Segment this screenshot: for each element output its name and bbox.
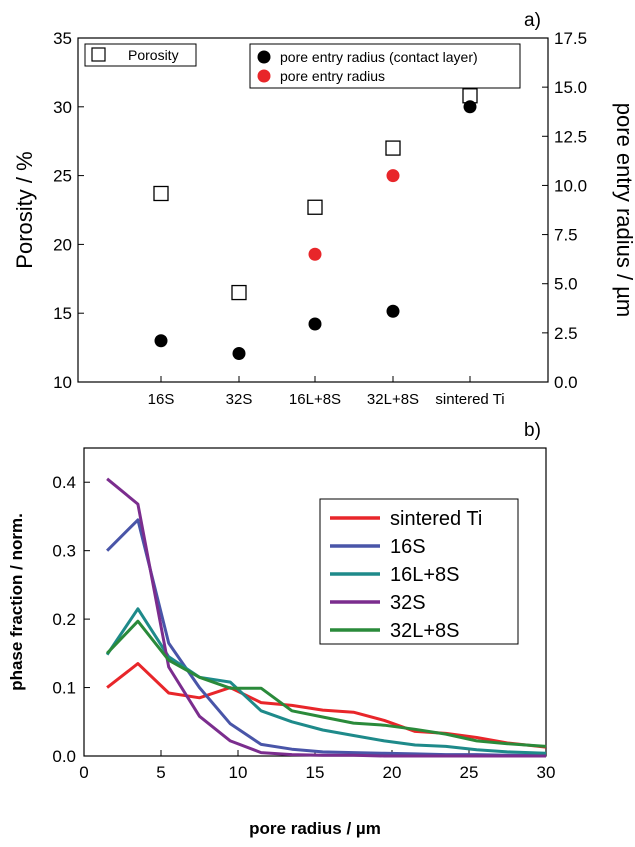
- panel-a-y2-tick-label: 15.0: [554, 78, 587, 97]
- panel-a-chart: 10 15 20 25 30 35 0.0 2.5 5.0 7.5 10.0 12.5 15.0 17.5…: [12, 10, 635, 408]
- legend-label-3: 32S: [390, 592, 426, 614]
- panel-b-x-tick-label: 15: [306, 763, 325, 782]
- panel-b-lines: [105, 477, 547, 758]
- panel-a-y-tick-label: 20: [53, 235, 72, 254]
- panel-a-y2-axis-label: pore entry radius / µm: [612, 103, 635, 317]
- panel-b-chart: 0.0 0.1 0.2 0.3 0.4 0 5 10 15 20 25 30 sintered Ti 1…: [7, 420, 555, 838]
- panel-b-y-tick-label: 0.0: [52, 747, 76, 766]
- panel-a-y-tick-label: 35: [53, 29, 72, 48]
- legend-contact-layer-label: pore entry radius (contact layer): [280, 49, 478, 65]
- panel-a-y-tick-label: 10: [53, 373, 72, 392]
- porosity-point: [153, 185, 169, 202]
- porosity-point: [385, 140, 401, 156]
- panel-a-y2-tick-label: 17.5: [554, 29, 587, 48]
- panel-a-y-tick-label: 30: [53, 98, 72, 117]
- panel-a-y2-tick-label: 12.5: [554, 127, 587, 146]
- panel-a-x-tick-label: 16S: [148, 391, 175, 408]
- panel-a-y2-tick-label: 5.0: [554, 275, 578, 294]
- panel-a-legends: Porosity pore entry radius (contact layer…: [84, 43, 521, 89]
- line-32s: [106, 477, 546, 758]
- panel-b-x-tick-label: 25: [460, 763, 479, 782]
- panel-b-legend-box: [319, 498, 519, 645]
- legend-label-0: sintered Ti: [390, 508, 482, 530]
- porosity-point: [307, 199, 323, 215]
- panel-a-x-tick-label: sintered Ti: [435, 391, 504, 408]
- line-16l-8s: [105, 607, 547, 755]
- panel-a-y2-tick-label: 0.0: [554, 373, 578, 392]
- contact-layer-radius-point: [232, 346, 246, 360]
- legend-label-4: 32L+8S: [390, 620, 460, 642]
- panel-b-y-tick-label: 0.1: [52, 679, 76, 698]
- panel-a-y-axis-label: Porosity / %: [12, 151, 37, 268]
- panel-b-x-tick-label: 20: [383, 763, 402, 782]
- panel-b-axes: 0.0 0.1 0.2 0.3 0.4 0 5 10 15 20 25 30: [52, 473, 555, 782]
- panel-b-x-axis-label: pore radius / µm: [249, 819, 381, 838]
- legend-porosity-box: [84, 43, 197, 67]
- pore-entry-radius-point: [308, 247, 322, 261]
- legend-porosity-marker: [91, 47, 106, 62]
- line-32l-8s: [106, 619, 547, 748]
- legend-pore-entry-label: pore entry radius: [280, 68, 385, 84]
- porosity-point: [231, 284, 247, 301]
- panel-b-y-axis-label: phase fraction / norm.: [7, 513, 26, 691]
- panel-b-y-tick-label: 0.3: [52, 542, 76, 561]
- panel-a-x-tick-label: 32S: [226, 391, 253, 408]
- panel-a-label: a): [524, 10, 541, 31]
- panel-a-y2-tick-label: 2.5: [554, 324, 578, 343]
- contact-layer-radius-point: [463, 100, 477, 114]
- contact-layer-radius-point: [308, 317, 322, 331]
- legend-label-2: 16L+8S: [390, 564, 460, 586]
- panel-a-y2-tick-label: 10.0: [554, 176, 587, 195]
- panel-a-y-tick-label: 15: [53, 304, 72, 323]
- panel-a-axes: 10 15 20 25 30 35 0.0 2.5 5.0 7.5 10.0 12.5 15.0 17.5…: [53, 29, 587, 408]
- panel-a-x-tick-label: 32L+8S: [367, 391, 419, 408]
- panel-b-legend: sintered Ti 16S 16L+8S 32S 32L+8S: [319, 498, 519, 645]
- legend-label-1: 16S: [390, 536, 426, 558]
- contact-layer-radius-point: [154, 334, 168, 348]
- line-sintered-ti: [106, 662, 547, 749]
- panel-a-y2-tick-label: 7.5: [554, 226, 578, 245]
- legend-contact-layer-marker: [257, 50, 271, 64]
- panel-b-y-tick-label: 0.4: [52, 473, 76, 492]
- pore-entry-radius-point: [386, 169, 400, 183]
- legend-porosity-label: Porosity: [128, 47, 179, 63]
- panel-b-label: b): [524, 420, 541, 441]
- panel-a-plot-frame: [77, 37, 549, 383]
- panel-b-x-tick-label: 10: [229, 763, 248, 782]
- panel-a-y-tick-label: 25: [53, 167, 72, 186]
- legend-radius-box: [249, 43, 521, 89]
- panel-b-y-tick-label: 0.2: [52, 610, 76, 629]
- panel-b-x-tick-label: 30: [537, 763, 556, 782]
- panel-a-marks: [153, 88, 478, 360]
- panel-b-x-tick-label: 5: [156, 763, 165, 782]
- legend-pore-entry-marker: [257, 69, 271, 83]
- contact-layer-radius-point: [386, 304, 400, 318]
- panel-b-x-tick-label: 0: [79, 763, 88, 782]
- panel-a-x-tick-label: 16L+8S: [289, 391, 341, 408]
